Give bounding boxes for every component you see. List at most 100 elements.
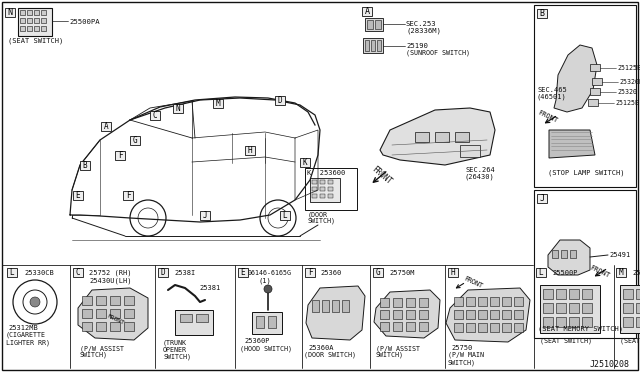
Text: M: M <box>216 99 220 108</box>
Bar <box>175 310 213 335</box>
Text: FRONT: FRONT <box>106 314 125 326</box>
Text: N: N <box>8 8 13 17</box>
Text: 25360: 25360 <box>320 270 341 276</box>
Polygon shape <box>548 240 590 275</box>
Text: J: J <box>203 211 207 220</box>
Bar <box>537 9 547 17</box>
Bar <box>570 250 576 258</box>
Bar <box>490 297 499 306</box>
Text: 25500P: 25500P <box>552 270 577 276</box>
Bar <box>96 309 106 318</box>
Text: (HOOD SWITCH): (HOOD SWITCH) <box>240 345 292 352</box>
Bar <box>80 160 90 170</box>
Bar <box>238 267 248 276</box>
Bar <box>252 312 282 334</box>
Polygon shape <box>380 108 495 165</box>
Bar <box>328 187 333 191</box>
Text: 06146-6165G: 06146-6165G <box>248 270 292 276</box>
Bar <box>115 151 125 160</box>
Bar <box>73 190 83 199</box>
Text: B: B <box>83 161 87 170</box>
Bar <box>27 10 32 15</box>
Bar <box>101 122 111 131</box>
Text: M: M <box>619 268 623 277</box>
Text: L: L <box>10 268 14 277</box>
Text: D: D <box>278 96 282 105</box>
Bar <box>623 317 633 327</box>
Bar <box>371 40 375 51</box>
Bar <box>82 296 92 305</box>
Text: N: N <box>176 104 180 113</box>
Text: (P/W ASSIST: (P/W ASSIST <box>376 345 420 352</box>
Text: (SEAT SWITCH): (SEAT SWITCH) <box>620 337 640 343</box>
Text: 25381: 25381 <box>199 285 220 291</box>
Bar <box>34 26 39 31</box>
Bar <box>365 40 369 51</box>
Bar <box>536 267 546 276</box>
Bar <box>342 300 349 312</box>
Text: SEC.253: SEC.253 <box>406 21 436 27</box>
Bar <box>454 323 463 332</box>
Text: 25750: 25750 <box>451 345 472 351</box>
Bar <box>582 303 592 313</box>
Text: (28336M): (28336M) <box>406 28 441 35</box>
Bar <box>27 26 32 31</box>
Bar <box>448 267 458 276</box>
Bar <box>375 20 381 29</box>
Bar <box>569 317 579 327</box>
Text: H: H <box>451 268 455 277</box>
Bar <box>636 289 640 299</box>
Polygon shape <box>549 130 595 158</box>
Bar <box>328 180 333 184</box>
Bar <box>478 297 487 306</box>
Bar <box>41 26 46 31</box>
Text: OPENER: OPENER <box>163 347 187 353</box>
Text: (SEAT MEMORY SWITCH): (SEAT MEMORY SWITCH) <box>538 326 623 333</box>
Text: A: A <box>104 122 108 131</box>
Text: SWITCH): SWITCH) <box>448 359 476 366</box>
Text: SEC.465: SEC.465 <box>537 87 567 93</box>
Bar <box>7 267 17 276</box>
Text: SEC.264: SEC.264 <box>465 167 495 173</box>
Bar <box>393 322 402 331</box>
Text: (46501): (46501) <box>537 94 567 100</box>
Bar <box>406 310 415 319</box>
Bar <box>592 78 602 85</box>
Bar <box>367 20 373 29</box>
Text: E: E <box>76 191 80 200</box>
Bar <box>110 322 120 331</box>
Polygon shape <box>374 290 440 338</box>
Text: (SUNROOF SWITCH): (SUNROOF SWITCH) <box>406 49 470 55</box>
Bar <box>556 303 566 313</box>
Text: F: F <box>125 191 131 200</box>
Bar <box>312 194 317 198</box>
Text: (SEAT SWITCH): (SEAT SWITCH) <box>8 38 63 45</box>
Bar <box>588 99 598 106</box>
Text: 25360A: 25360A <box>308 345 333 351</box>
Bar <box>150 110 160 119</box>
Bar <box>124 322 134 331</box>
Bar <box>623 289 633 299</box>
Text: FRONT: FRONT <box>463 275 484 289</box>
Bar <box>415 132 429 142</box>
Text: FRONT: FRONT <box>537 110 559 124</box>
Bar <box>502 297 511 306</box>
Text: J2510208: J2510208 <box>590 360 630 369</box>
Bar <box>362 6 372 16</box>
Bar <box>590 88 600 95</box>
Text: 25750M: 25750M <box>389 270 415 276</box>
Bar <box>123 190 133 199</box>
Bar <box>158 267 168 276</box>
Bar <box>5 7 15 16</box>
Bar <box>466 297 475 306</box>
Text: 2538I: 2538I <box>174 270 195 276</box>
Bar <box>196 314 208 322</box>
Text: SWITCH): SWITCH) <box>376 352 404 359</box>
Text: (1): (1) <box>258 278 271 285</box>
Bar <box>200 211 210 219</box>
Bar <box>34 18 39 23</box>
Bar <box>543 289 553 299</box>
Bar <box>20 26 25 31</box>
Text: 25320N: 25320N <box>619 79 640 85</box>
Bar <box>380 322 389 331</box>
